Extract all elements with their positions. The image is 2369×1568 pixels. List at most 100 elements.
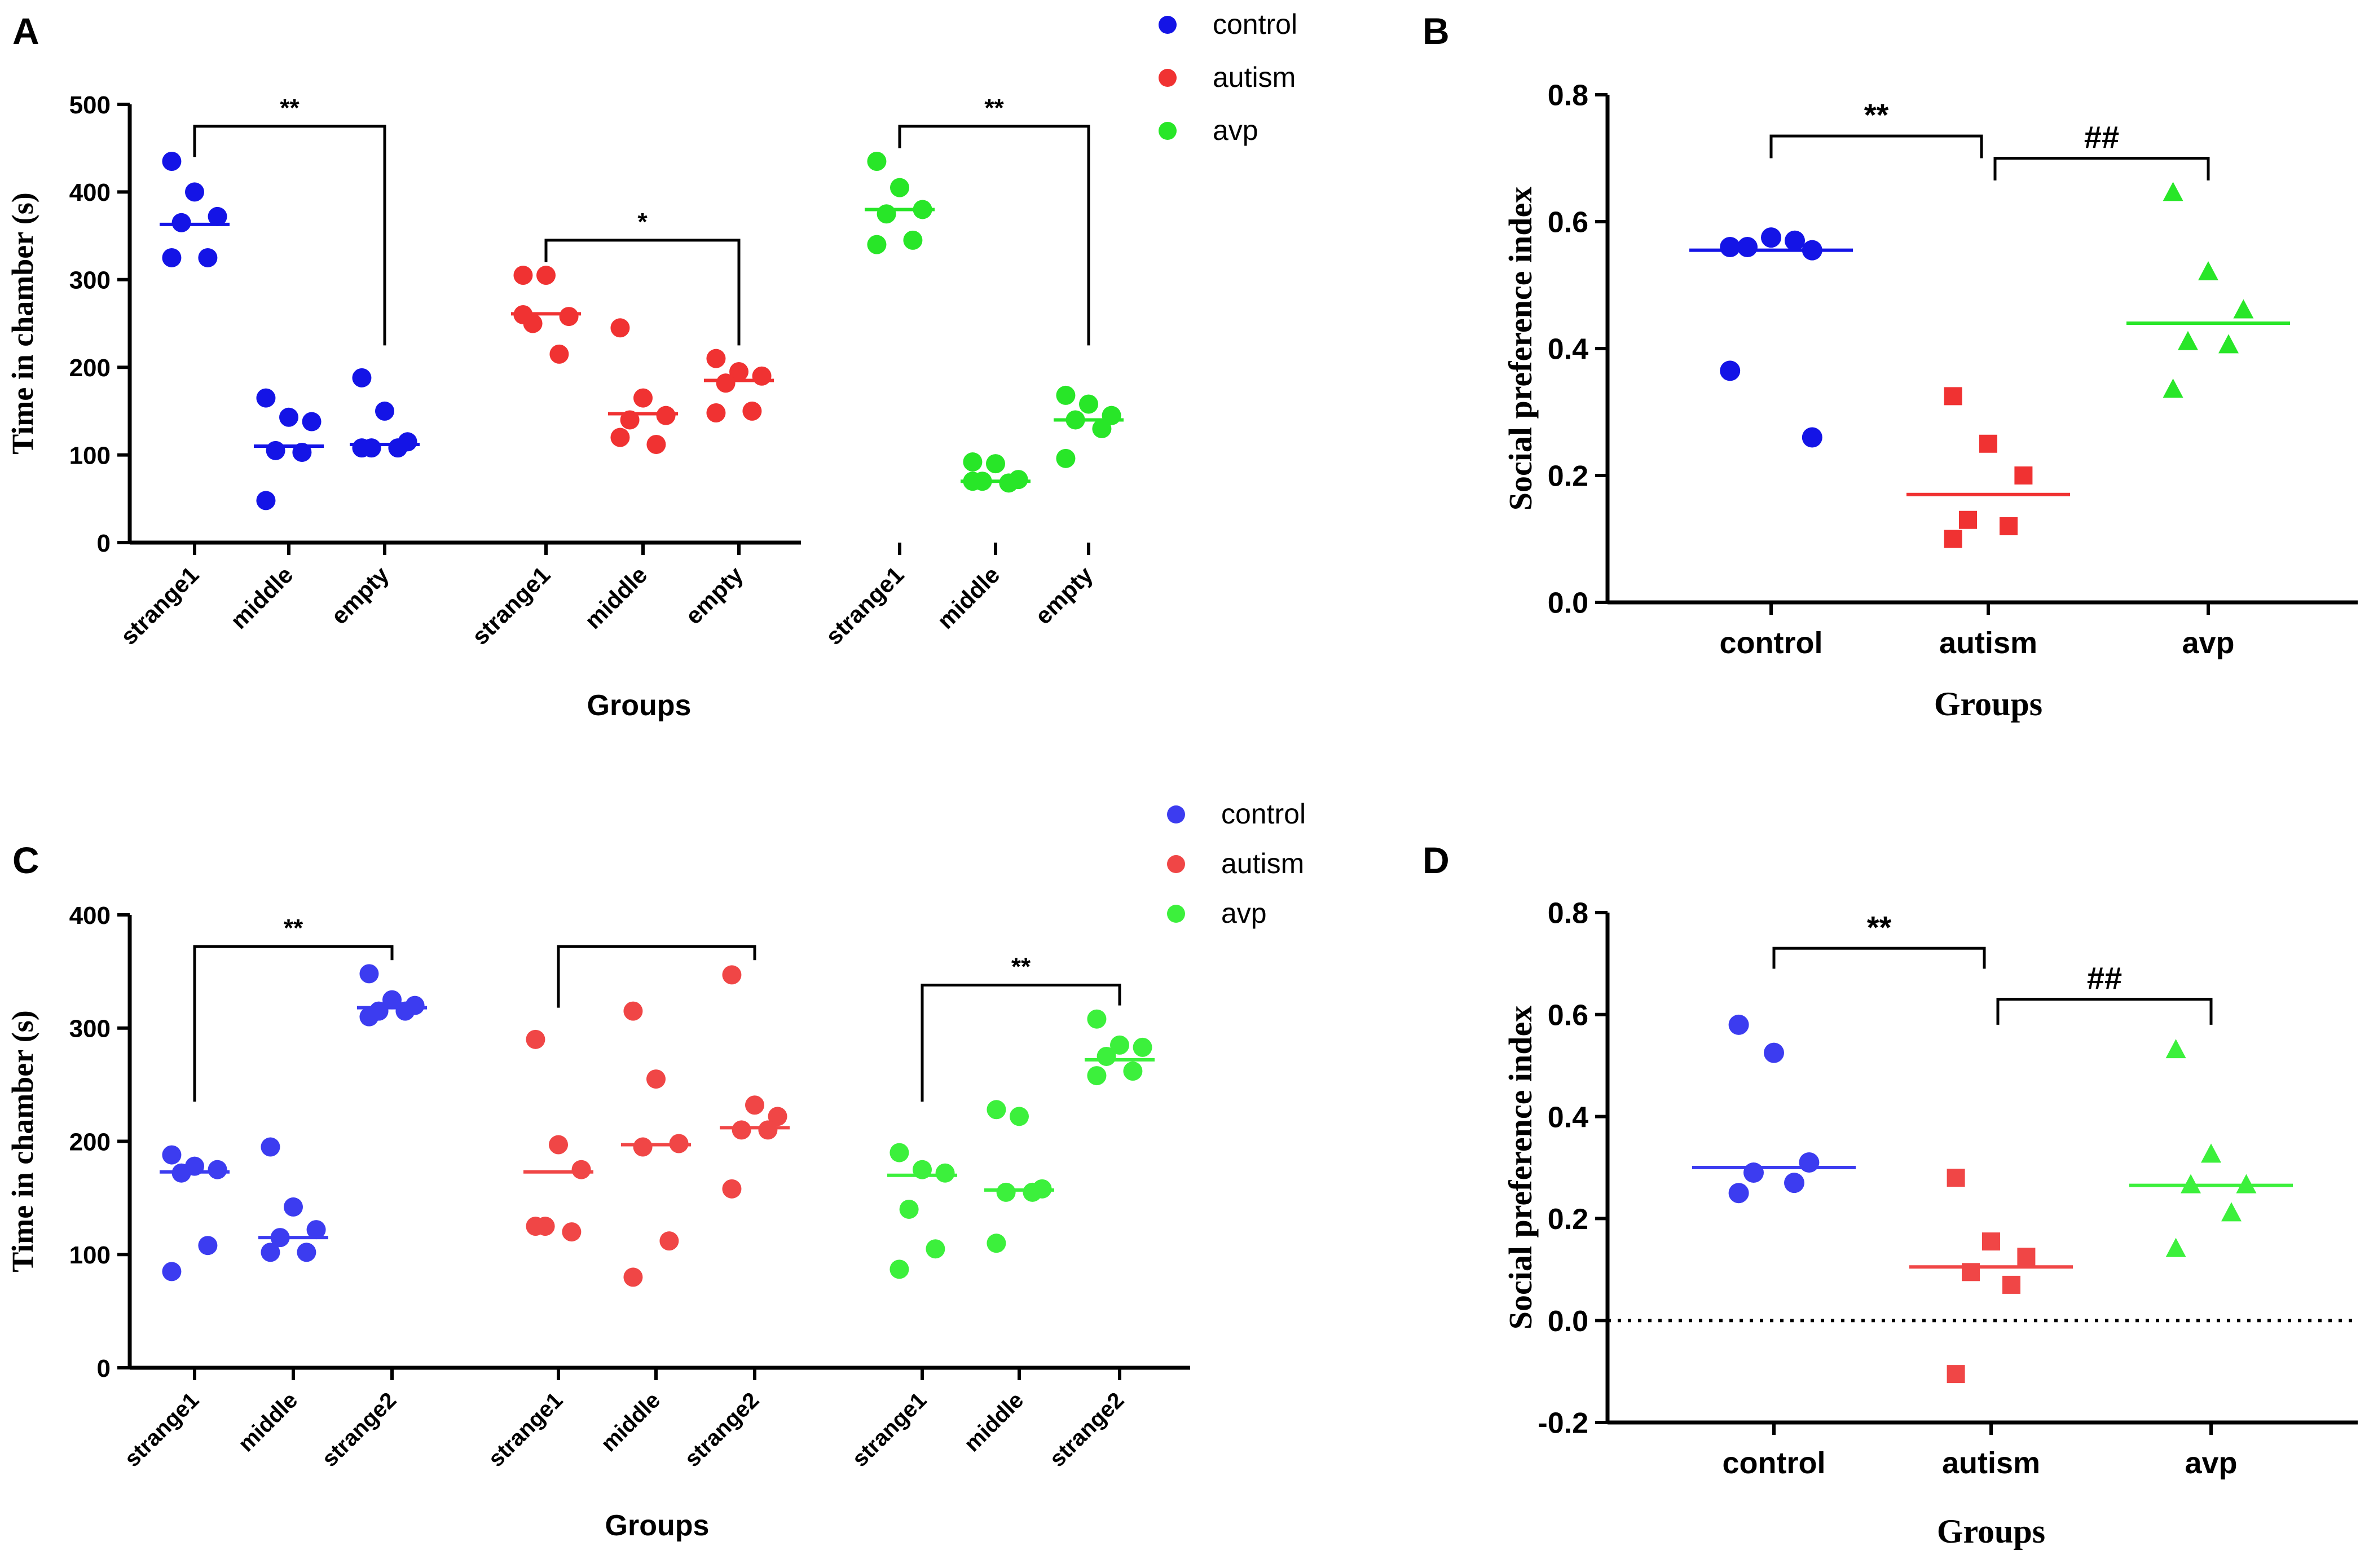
data-point-avp <box>903 230 923 250</box>
data-point-autism <box>2000 517 2018 535</box>
y-tick-label: 0.8 <box>1548 897 1588 930</box>
data-point-control <box>279 407 298 427</box>
data-point-autism <box>526 1217 545 1236</box>
data-point-control <box>1784 1173 1804 1193</box>
data-point-autism <box>646 434 666 454</box>
y-tick-label: 100 <box>69 442 111 469</box>
y-tick-label: 400 <box>69 902 111 930</box>
data-point-avp <box>986 454 1005 474</box>
data-point-control <box>1720 360 1741 381</box>
data-point-autism <box>633 1137 653 1157</box>
data-point-control <box>162 152 182 171</box>
x-tick-label: strange1 <box>466 561 555 650</box>
legend-marker-autism <box>1159 69 1177 87</box>
x-axis-label: Groups <box>1937 1513 2045 1550</box>
y-tick-label: 0 <box>97 530 111 557</box>
panel-label-a: A <box>12 10 39 52</box>
data-point-autism <box>620 410 640 430</box>
x-tick-label: autism <box>1939 626 2037 660</box>
significance-bracket <box>193 125 386 346</box>
y-tick-label: 0.0 <box>1548 587 1588 620</box>
data-point-control <box>266 441 285 460</box>
data-point-avp <box>890 1143 909 1162</box>
data-point-avp <box>890 1259 909 1279</box>
data-point-control <box>352 368 372 387</box>
x-tick-label: middle <box>225 561 298 634</box>
data-point-avp <box>1023 1182 1042 1202</box>
y-tick-label: 200 <box>69 1128 111 1156</box>
data-point-autism <box>669 1134 689 1153</box>
data-point-control <box>306 1220 326 1240</box>
data-point-autism <box>745 1095 764 1115</box>
data-point-avp <box>1056 448 1076 468</box>
data-point-avp <box>1133 1037 1152 1057</box>
data-point-control <box>256 388 276 408</box>
x-tick-label: avp <box>2185 1446 2237 1480</box>
legend-label-autism: autism <box>1213 61 1296 93</box>
data-point-avp <box>1092 419 1112 438</box>
data-point-control <box>302 412 322 431</box>
data-point-control <box>208 1160 227 1179</box>
data-point-avp <box>2233 299 2254 319</box>
data-point-avp <box>899 1199 919 1219</box>
x-tick-label: avp <box>2182 626 2234 660</box>
data-point-autism <box>559 307 579 327</box>
data-point-avp <box>987 1234 1006 1253</box>
data-point-avp <box>890 178 909 197</box>
data-point-autism <box>623 1001 643 1021</box>
data-point-control <box>171 1163 191 1183</box>
significance-label: ** <box>1867 909 1892 945</box>
chart-a: 0 100 200 300 400 500 Time in chamber (s) stran… <box>6 8 1297 722</box>
x-tick-label: empty <box>680 561 748 629</box>
legend-marker-avp <box>1159 122 1177 140</box>
y-tick-label: 0.4 <box>1548 1101 1588 1134</box>
legend-label-control: control <box>1213 8 1297 40</box>
data-point-avp <box>913 200 932 219</box>
data-point-avp <box>963 452 983 472</box>
data-point-control <box>352 438 372 458</box>
data-point-autism <box>513 266 533 285</box>
y-tick-label: 100 <box>69 1241 111 1269</box>
data-point-control <box>198 1236 218 1256</box>
data-point-avp <box>2201 1143 2221 1163</box>
data-point-autism <box>732 1120 751 1140</box>
data-point-avp <box>2221 1202 2242 1222</box>
data-point-control <box>270 1228 290 1248</box>
data-point-control <box>359 1007 379 1027</box>
data-point-autism <box>742 401 762 421</box>
data-point-avp <box>2163 182 2183 201</box>
data-point-avp <box>1097 1046 1116 1066</box>
data-point-control <box>388 438 408 458</box>
data-point-avp <box>2163 378 2183 398</box>
data-point-autism <box>633 388 653 408</box>
data-point-autism <box>1962 1263 1980 1281</box>
x-axis-label: Groups <box>605 1509 710 1542</box>
data-point-control <box>1743 1162 1764 1183</box>
x-tick-label: strange2 <box>1045 1388 1129 1472</box>
y-axis-label: Social preference index <box>1502 1006 1539 1330</box>
x-tick-label: middle <box>234 1388 302 1456</box>
data-point-avp <box>963 472 983 491</box>
legend-marker-control <box>1167 805 1185 823</box>
data-point-control <box>1737 237 1758 257</box>
data-point-avp <box>1010 1107 1029 1126</box>
panel-label-b: B <box>1423 10 1450 52</box>
legend-label-avp: avp <box>1221 897 1267 929</box>
data-point-control <box>292 442 312 462</box>
data-point-control <box>375 401 394 421</box>
data-point-autism <box>722 1179 742 1199</box>
x-tick-label: strange2 <box>680 1388 764 1472</box>
data-point-control <box>261 1137 280 1157</box>
data-point-autism <box>646 1069 666 1089</box>
data-point-avp <box>2165 1039 2186 1059</box>
data-point-autism <box>1982 1232 2000 1251</box>
significance-bracket <box>1996 998 2213 1025</box>
data-point-avp <box>867 152 887 171</box>
data-point-autism <box>768 1107 787 1126</box>
data-point-control <box>1728 1183 1749 1204</box>
y-axis-label: Social preference index <box>1502 187 1539 511</box>
y-tick-label: 0.6 <box>1548 206 1588 239</box>
data-point-autism <box>571 1160 591 1179</box>
data-point-avp <box>867 235 887 254</box>
